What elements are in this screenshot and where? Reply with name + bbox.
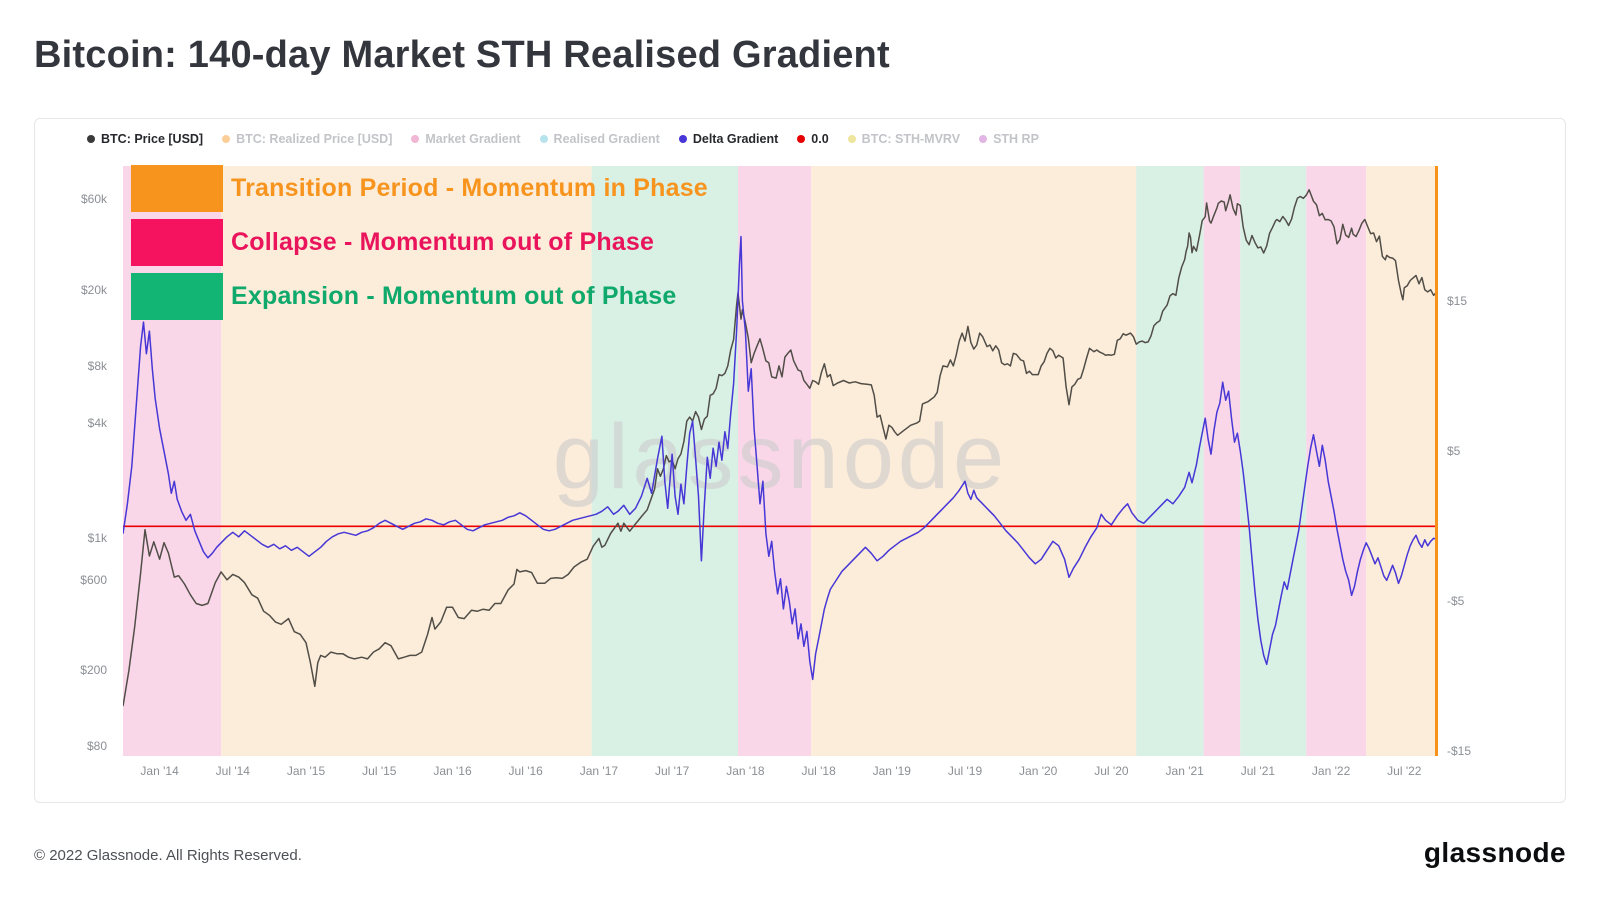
x-axis-tick: Jul '15	[362, 764, 397, 778]
x-time-axis: Jan '14 Jul '14 Jan '15 Jul '15 Jan '16 Jul '…	[123, 764, 1438, 784]
regime-band-expansion	[1240, 166, 1307, 756]
left-axis-tick: $200	[80, 663, 107, 678]
chart-card: BTC: Price [USD] BTC: Realized Price [USD…	[34, 118, 1566, 803]
band-key-row: Transition Period - Momentum in Phase	[131, 165, 708, 212]
band-key-swatch	[131, 165, 223, 212]
regime-band-collapse	[1306, 166, 1367, 756]
x-axis-tick: Jan '19	[872, 764, 911, 778]
footer-copyright: © 2022 Glassnode. All Rights Reserved.	[34, 847, 302, 864]
left-axis-tick: $80	[86, 739, 107, 754]
right-axis-tick: -$5	[1447, 594, 1465, 609]
legend-dot-icon	[222, 135, 231, 143]
x-axis-tick: Jan '17	[579, 764, 619, 778]
legend-item-label: BTC: Price [USD]	[101, 132, 204, 146]
left-axis-tick: $600	[80, 572, 107, 587]
regime-band-collapse	[738, 166, 812, 756]
legend-item-label: Realised Gradient	[553, 132, 660, 146]
band-key-label: Collapse - Momentum out of Phase	[231, 228, 655, 256]
x-axis-tick: Jul '22	[1387, 764, 1422, 778]
left-price-axis: $60k $20k $8k $4k $1k $600 $200 $80	[35, 166, 115, 756]
band-key-row: Collapse - Momentum out of Phase	[131, 219, 708, 266]
legend-dot-icon	[87, 135, 95, 143]
legend-item-label: Delta Gradient	[692, 132, 779, 146]
x-axis-tick: Jan '14	[140, 764, 179, 778]
band-key-annotations: Transition Period - Momentum in Phase Col…	[131, 165, 708, 327]
right-axis-tick: -$15	[1447, 744, 1472, 759]
x-axis-tick: Jul '14	[215, 764, 250, 778]
glassnode-watermark: glassnode	[553, 406, 1008, 508]
band-key-row: Expansion - Momentum out of Phase	[131, 273, 708, 320]
x-axis-tick: Jan '21	[1165, 764, 1204, 778]
regime-band-collapse	[1203, 166, 1241, 756]
regime-band-transition	[221, 166, 592, 756]
legend-dot-icon	[539, 135, 548, 143]
x-axis-tick: Jul '19	[947, 764, 983, 778]
legend-item-delta-gradient[interactable]: Delta Gradient	[678, 132, 779, 146]
right-axis-tick: $15	[1447, 294, 1468, 309]
legend-item-label: 0.0	[811, 132, 829, 146]
series-delta-gradient	[123, 235, 1438, 681]
left-axis-tick: $4k	[87, 416, 107, 431]
band-key-swatch	[131, 219, 223, 266]
right-axis-tick: $5	[1447, 444, 1461, 459]
legend-item-realised-gradient[interactable]: Realised Gradient	[539, 132, 660, 146]
left-axis-tick: $8k	[87, 358, 107, 373]
legend-dot-icon	[678, 135, 687, 143]
band-key-label: Expansion - Momentum out of Phase	[231, 282, 677, 310]
x-axis-tick: Jan '18	[726, 764, 765, 778]
x-axis-tick: Jan '15	[286, 764, 326, 778]
legend-dot-icon	[979, 135, 988, 143]
right-gradient-axis: $15 $5 -$5 -$15	[1447, 166, 1517, 759]
glassnode-logo: glassnode	[1423, 837, 1566, 868]
left-axis-tick: $1k	[87, 530, 107, 545]
legend-dot-icon	[411, 135, 420, 143]
x-axis-tick: Jan '22	[1311, 764, 1351, 778]
legend-item-btc-price-usd-[interactable]: BTC: Price [USD]	[87, 132, 203, 146]
x-axis-tick: Jul '16	[508, 764, 543, 778]
legend-item-label: STH RP	[993, 132, 1039, 146]
regime-band-expansion	[1136, 166, 1204, 756]
x-axis-tick: Jul '17	[654, 764, 690, 778]
x-axis-tick: Jul '21	[1240, 764, 1276, 778]
regime-band-transition	[1366, 166, 1438, 756]
legend-item-market-gradient[interactable]: Market Gradient	[411, 132, 521, 146]
regime-band-transition	[811, 166, 1137, 756]
band-key-swatch	[131, 273, 223, 320]
legend-item-sth-rp[interactable]: STH RP	[979, 132, 1039, 146]
chart-legend: BTC: Price [USD] BTC: Realized Price [USD…	[87, 132, 1039, 146]
page-title: Bitcoin: 140-day Market STH Realised Gra…	[34, 34, 890, 76]
x-axis-tick: Jul '18	[801, 764, 836, 778]
legend-dot-icon	[847, 135, 856, 143]
legend-item-btc-sth-mvrv[interactable]: BTC: STH-MVRV	[847, 132, 961, 146]
x-axis-tick: Jan '16	[433, 764, 472, 778]
legend-item-label: BTC: STH-MVRV	[861, 132, 961, 146]
legend-dot-icon	[797, 135, 806, 143]
legend-item-label: Market Gradient	[425, 132, 521, 146]
band-key-label: Transition Period - Momentum in Phase	[231, 174, 708, 202]
x-axis-tick: Jul '20	[1094, 764, 1129, 778]
legend-item-label: BTC: Realized Price [USD]	[236, 132, 393, 146]
legend-item-btc-realized-price-usd-[interactable]: BTC: Realized Price [USD]	[222, 132, 392, 146]
legend-item-0-0[interactable]: 0.0	[797, 132, 829, 146]
x-axis-tick: Jan '20	[1019, 764, 1058, 778]
series-btc-price-usd-	[123, 189, 1438, 707]
left-axis-tick: $60k	[80, 192, 107, 207]
chart-canvas[interactable]: glassnode	[123, 166, 1438, 756]
left-axis-tick: $20k	[80, 283, 107, 298]
plot-area[interactable]: glassnode	[123, 166, 1438, 756]
